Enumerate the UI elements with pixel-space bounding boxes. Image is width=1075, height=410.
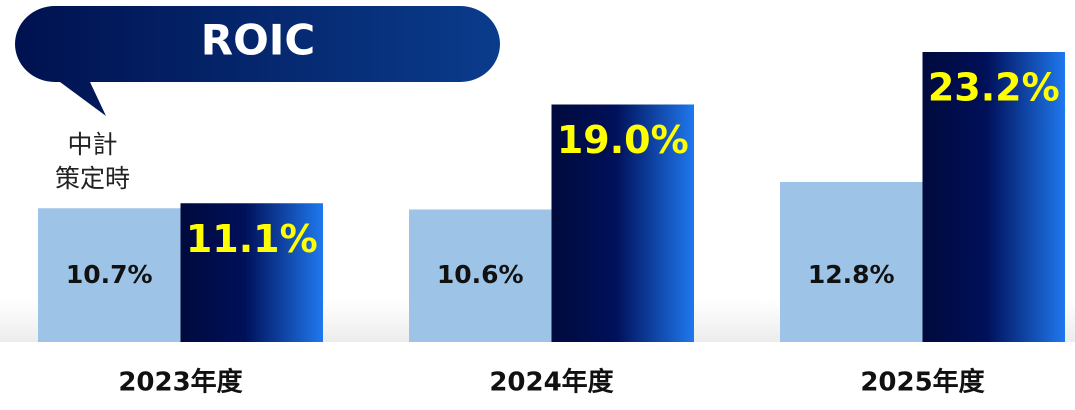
- x-tick-label: 2025年度: [860, 367, 984, 398]
- value-label: 10.6%: [437, 260, 524, 289]
- value-label: 12.8%: [808, 260, 895, 289]
- bar: [780, 182, 923, 342]
- x-tick-label: 2024年度: [489, 367, 613, 398]
- bar: [38, 208, 181, 342]
- value-label: 19.0%: [557, 118, 689, 162]
- bar: [551, 104, 694, 342]
- legend-label: 中計 策定時: [55, 130, 131, 193]
- bar: [922, 52, 1065, 342]
- value-label: 11.1%: [186, 217, 318, 261]
- chart-title: ROIC: [201, 16, 316, 65]
- value-label: 23.2%: [928, 66, 1060, 110]
- title-bubble: [15, 6, 500, 116]
- bar: [409, 209, 552, 342]
- value-label: 10.7%: [66, 260, 153, 289]
- x-tick-label: 2023年度: [118, 367, 242, 398]
- bar: [180, 203, 323, 342]
